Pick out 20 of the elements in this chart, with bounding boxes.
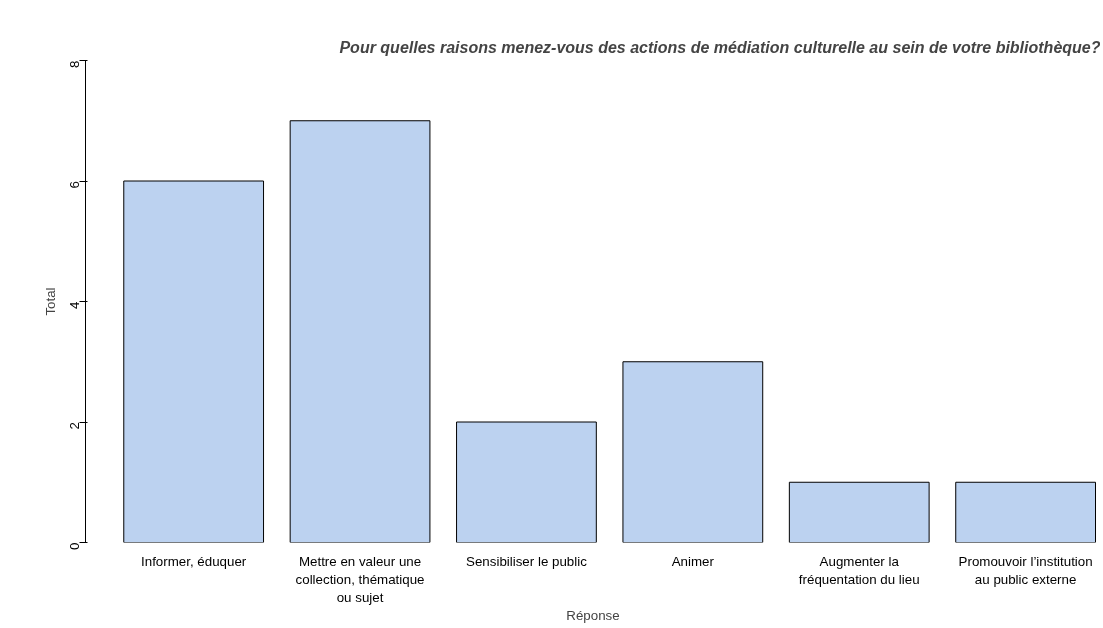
bar bbox=[123, 180, 265, 543]
y-tick-label: 8 bbox=[67, 60, 82, 68]
x-tick-label: Informer, éduquer bbox=[141, 553, 247, 569]
x-axis-title: Réponse bbox=[566, 607, 620, 623]
x-tick-label: Mettre en valeur une collection, thématique ou sujet bbox=[295, 553, 425, 605]
x-tick-label: Promouvoir l’institution au public externe bbox=[958, 553, 1093, 587]
bar bbox=[955, 481, 1097, 543]
y-tick-label: 6 bbox=[67, 180, 82, 189]
x-tick-label: Sensibiliser le public bbox=[466, 553, 588, 569]
bar bbox=[622, 361, 764, 543]
y-tick-label: 2 bbox=[67, 421, 82, 430]
chart-title: Pour quelles raisons menez-vous des actions de médiation culturelle au sein de votre bibliothèque? bbox=[339, 38, 1101, 56]
bar bbox=[289, 120, 431, 543]
bar bbox=[456, 421, 597, 543]
y-tick-label: 0 bbox=[67, 542, 82, 550]
bar bbox=[788, 481, 930, 543]
y-axis-title: Total bbox=[42, 287, 58, 316]
y-tick-label: 4 bbox=[67, 300, 82, 309]
x-tick-label: Augmenter la fréquentation du lieu bbox=[798, 553, 920, 587]
x-tick-label: Animer bbox=[671, 553, 715, 569]
